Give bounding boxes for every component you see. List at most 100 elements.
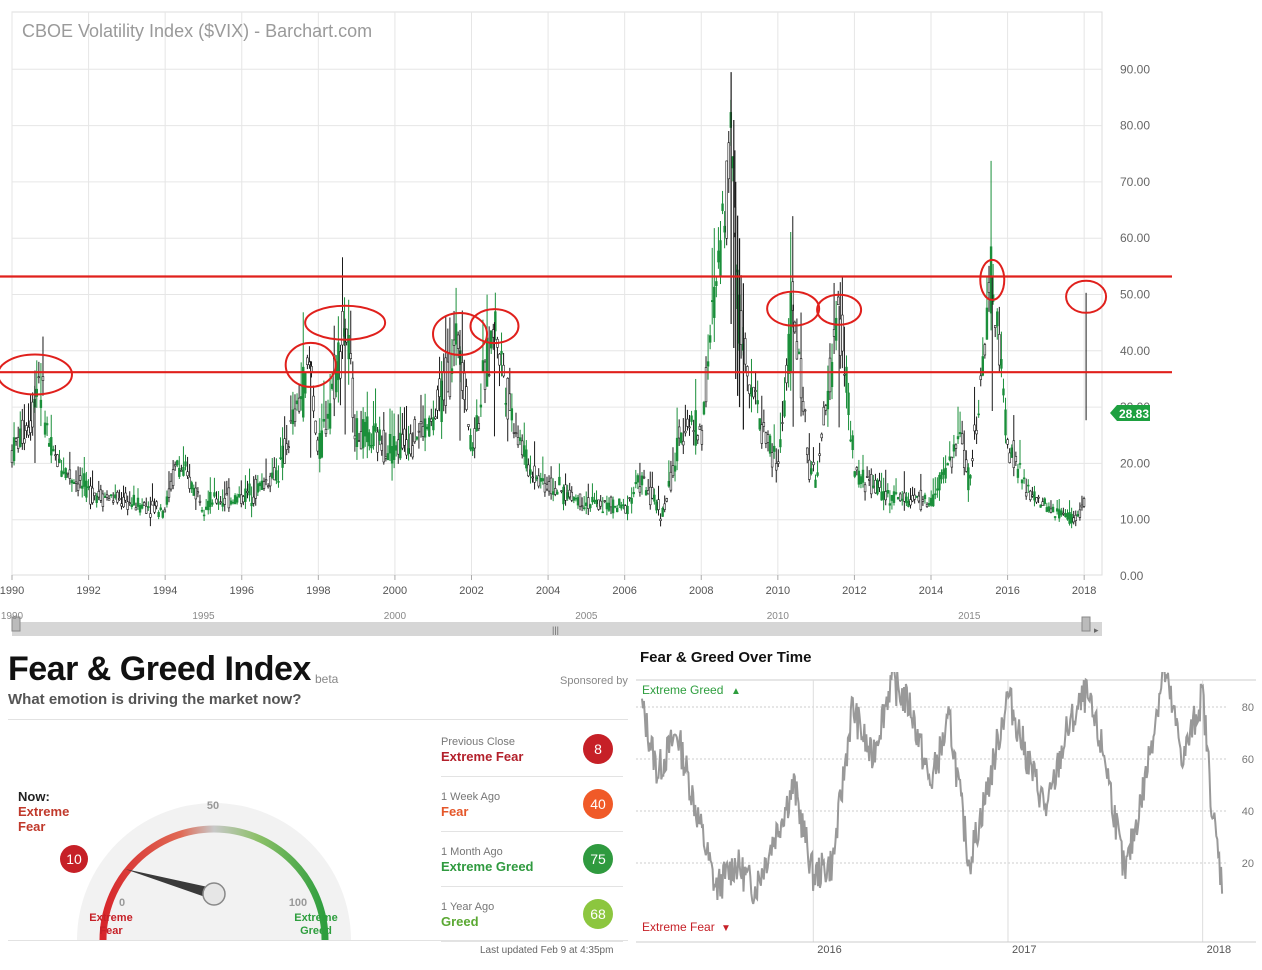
vix-candle-body bbox=[938, 474, 941, 491]
vix-candle-body bbox=[456, 334, 460, 349]
vix-candle-body bbox=[576, 497, 580, 506]
vix-candle-body bbox=[194, 487, 198, 500]
history-label: Extreme Greed bbox=[441, 859, 534, 874]
fg-subtitle: What emotion is driving the market now? bbox=[8, 691, 302, 708]
vix-candle-body bbox=[779, 439, 782, 448]
vix-candle-body bbox=[764, 432, 768, 444]
y-tick-label: 80 bbox=[1242, 702, 1254, 714]
vix-candle-body bbox=[388, 433, 392, 454]
vix-candle-body bbox=[675, 437, 679, 462]
vix-candle-body bbox=[95, 495, 98, 503]
peak-circle bbox=[766, 290, 821, 327]
vix-candle-body bbox=[252, 496, 255, 504]
vix-candle-body bbox=[120, 503, 123, 507]
vix-candle-body bbox=[382, 429, 385, 463]
vix-candle-body bbox=[706, 361, 710, 367]
vix-candle-body bbox=[1082, 498, 1086, 507]
vix-candle-body bbox=[64, 468, 67, 479]
vix-candle-body bbox=[828, 357, 832, 393]
x-tick-label: 2018 bbox=[1207, 944, 1231, 956]
vix-candle-body bbox=[671, 465, 675, 477]
gauge-tick-25 bbox=[129, 814, 137, 823]
gauge-right-label-2: Greed bbox=[300, 925, 332, 937]
vix-candle-body bbox=[562, 486, 565, 505]
vix-candle-body bbox=[421, 426, 425, 437]
vix-candle-body bbox=[599, 500, 602, 507]
vix-candle-body bbox=[651, 487, 654, 499]
navigator[interactable]: ||| ▸ bbox=[11, 616, 1102, 636]
vix-candle-body bbox=[857, 470, 861, 485]
sponsored-by: Sponsored by bbox=[560, 675, 628, 687]
vix-candle-body bbox=[467, 424, 470, 427]
vix-candle-body bbox=[277, 481, 280, 483]
vix-candle-body bbox=[419, 421, 423, 425]
x-tick-label: 2017 bbox=[1012, 944, 1036, 956]
vix-candle-body bbox=[659, 518, 662, 521]
x-tick-label: 2016 bbox=[817, 944, 841, 956]
vix-candle-body bbox=[136, 497, 140, 507]
vix-candle-body bbox=[934, 493, 937, 496]
vix-candle-body bbox=[531, 476, 534, 479]
peak-circle bbox=[1065, 279, 1108, 314]
vix-candle-body bbox=[898, 493, 902, 502]
vix-candle-body bbox=[219, 501, 222, 503]
vix-candle-body bbox=[76, 483, 80, 491]
vix-candle-body bbox=[386, 453, 390, 461]
vix-candle-body bbox=[589, 504, 592, 509]
x-tick-label: 1992 bbox=[76, 585, 100, 597]
vix-candle-body bbox=[444, 357, 447, 406]
vix-candle-body bbox=[905, 496, 908, 504]
vix-candle-body bbox=[442, 371, 445, 401]
vix-candle-body bbox=[837, 296, 840, 306]
vix-candle-body bbox=[87, 486, 90, 488]
vix-candle-body bbox=[758, 418, 761, 430]
vix-candle-body bbox=[364, 421, 367, 437]
vix-candle-body bbox=[1076, 514, 1080, 517]
navigator-grip-icon[interactable]: ||| bbox=[552, 625, 559, 635]
vix-candle-body bbox=[411, 445, 414, 458]
vix-candle-body bbox=[31, 401, 34, 428]
vix-candle-body bbox=[178, 467, 181, 477]
vix-candle-body bbox=[1066, 512, 1069, 520]
gauge-background bbox=[77, 803, 351, 940]
vix-candle-body bbox=[258, 482, 262, 487]
vix-candle-body bbox=[983, 344, 987, 356]
vix-x-axis: 1990 1992 1994 1996 1998 2000 2002 2004 2006 2008… bbox=[0, 575, 1096, 597]
vix-candle-body bbox=[723, 225, 726, 233]
vix-candle-body bbox=[646, 490, 650, 495]
gauge-tick-mid: 50 bbox=[207, 800, 219, 812]
navigator-left-handle[interactable] bbox=[11, 616, 21, 632]
vix-candle-body bbox=[977, 413, 980, 416]
y-tick-label: 60.00 bbox=[1120, 231, 1150, 245]
vix-candle-body bbox=[882, 491, 885, 500]
vix-candle-body bbox=[1024, 492, 1028, 497]
vix-candle-body bbox=[428, 417, 431, 437]
vix-candle-body bbox=[438, 378, 441, 397]
navigator-track[interactable] bbox=[12, 622, 1102, 636]
vix-candle-body bbox=[184, 461, 187, 467]
navigator-right-handle[interactable] bbox=[1081, 616, 1091, 632]
vix-candle-body bbox=[750, 387, 753, 397]
vix-candle-body bbox=[471, 447, 474, 452]
peak-circle bbox=[816, 293, 863, 326]
vix-candle-body bbox=[260, 480, 264, 490]
vix-candle-body bbox=[754, 390, 757, 392]
vix-candle-body bbox=[1062, 512, 1065, 515]
arrow-up-icon: ▲ bbox=[731, 686, 741, 697]
navigator-arrow-right-icon[interactable]: ▸ bbox=[1094, 625, 1099, 635]
vix-candle-body bbox=[870, 474, 873, 495]
vix-candle-body bbox=[618, 498, 621, 506]
now-label: Now: bbox=[18, 789, 50, 804]
vix-candle-body bbox=[43, 422, 47, 435]
vix-candle-body bbox=[490, 330, 493, 349]
vix-candle-body bbox=[192, 487, 195, 496]
vix-candle-body bbox=[880, 491, 883, 501]
vix-candle-body bbox=[591, 496, 594, 503]
vix-candle-body bbox=[901, 498, 904, 501]
vix-candle-body bbox=[518, 437, 522, 441]
vix-candle-body bbox=[909, 499, 912, 506]
vix-candle-body bbox=[801, 400, 805, 412]
vix-candle-body bbox=[91, 487, 94, 504]
vix-candle-body bbox=[378, 429, 381, 441]
